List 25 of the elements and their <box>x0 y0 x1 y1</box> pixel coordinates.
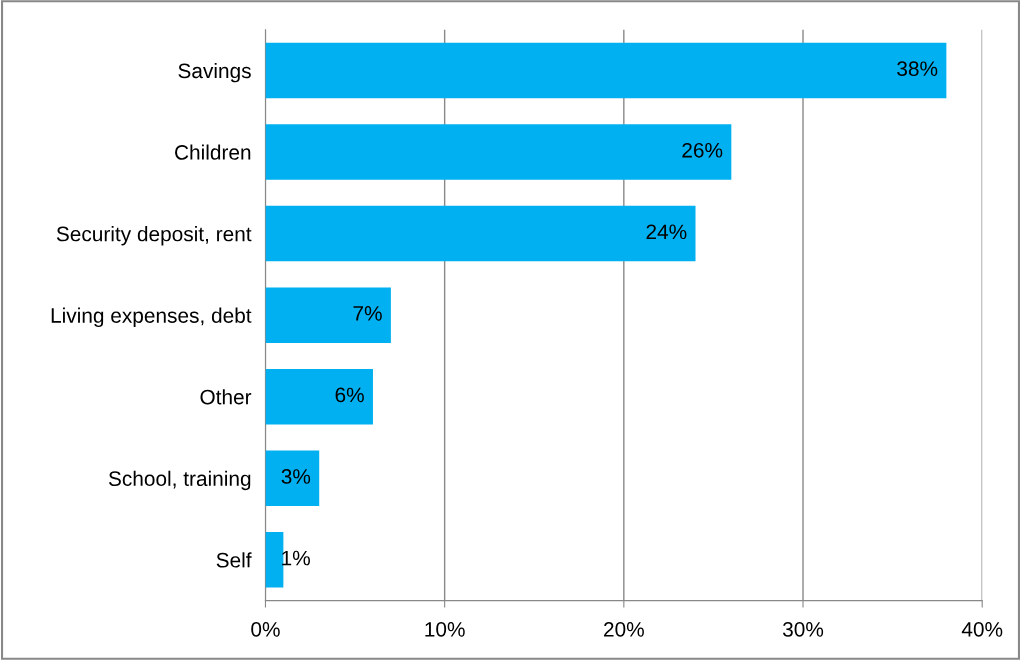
y-tick-label: Children <box>175 144 251 160</box>
y-tick-label: Living expenses, debt <box>51 307 252 328</box>
bar <box>265 205 696 262</box>
x-tick-label: 30% <box>782 621 824 637</box>
y-tick-label: Security deposit, rent <box>56 226 252 246</box>
bar <box>265 124 732 180</box>
data-label: 6% <box>335 387 364 403</box>
data-label: 24% <box>646 224 687 240</box>
bar <box>265 287 391 343</box>
bar <box>265 368 373 425</box>
bar <box>265 532 284 588</box>
data-label: 26% <box>682 142 723 158</box>
data-label: 38% <box>897 61 938 77</box>
x-tick-label: 40% <box>961 621 1003 637</box>
data-label: 3% <box>281 469 311 484</box>
bar <box>265 450 320 506</box>
bar <box>265 42 947 99</box>
x-tick-label: 10% <box>425 621 465 637</box>
y-tick-label: School, training <box>108 470 251 491</box>
x-tick-label: 0% <box>251 621 280 637</box>
y-tick-label: Savings <box>178 62 251 83</box>
data-label: 7% <box>353 306 382 321</box>
y-tick-label: Self <box>216 552 252 568</box>
y-tick-label: Other <box>200 389 252 405</box>
x-tick-label: 20% <box>604 621 644 637</box>
